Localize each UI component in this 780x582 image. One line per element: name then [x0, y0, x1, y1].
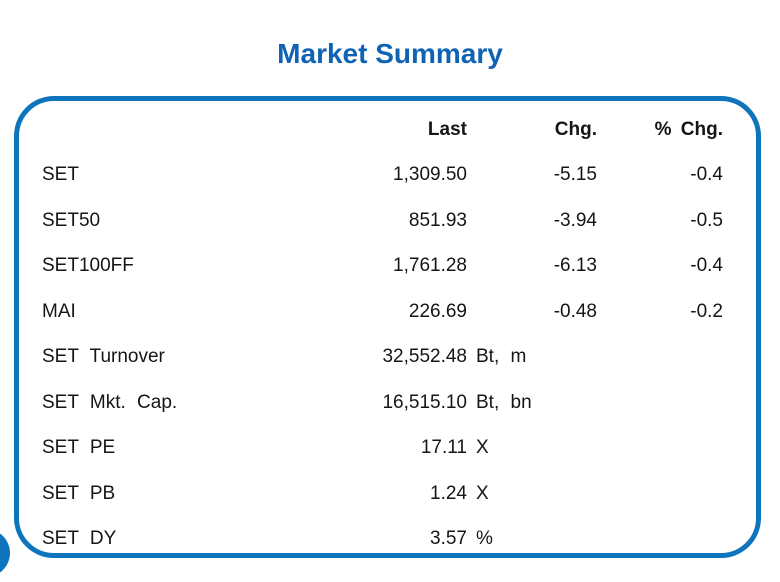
last-value: 17.11 X [420, 437, 489, 459]
table-row-set-mkt-cap: SET Mkt. Cap. 16,515.10 Bt, bn [42, 380, 723, 426]
table-row-set-pe: SET PE 17.11 X [42, 426, 723, 472]
unit-label: % [476, 528, 493, 550]
last-value: 1,309.50 [393, 164, 467, 186]
row-label: SET Turnover [42, 346, 165, 368]
table-row-set: SET 1,309.50 -5.15 -0.4 [42, 153, 723, 199]
page-title: Market Summary [277, 38, 503, 69]
row-label: SET PE [42, 437, 116, 459]
pct-chg-value: -0.5 [690, 209, 723, 231]
row-label: SET100FF [42, 255, 134, 277]
row-label: MAI [42, 300, 76, 322]
unit-label: X [476, 482, 489, 504]
row-label: SET [42, 164, 79, 186]
chg-value: -0.48 [553, 300, 597, 322]
row-label: SET50 [42, 209, 101, 231]
chg-value: -5.15 [553, 164, 597, 186]
table-header-row: Last Chg. % Chg. [42, 107, 723, 153]
last-value: 851.93 [408, 209, 467, 231]
last-value: 16,515.10 Bt, bn [382, 391, 532, 413]
pct-chg-value: -0.4 [690, 255, 723, 277]
table-row-set-dy: SET DY 3.57% [42, 517, 723, 554]
table-row-set-pb: SET PB 1.24 X [42, 471, 723, 517]
table-row-set-turnover: SET Turnover 32,552.48 Bt, m [42, 335, 723, 381]
row-label: SET Mkt. Cap. [42, 391, 178, 413]
last-value: 1,761.28 [393, 255, 467, 277]
pct-chg-value: -0.4 [690, 164, 723, 186]
unit-label: Bt, m [476, 346, 527, 368]
pct-chg-value: -0.2 [690, 300, 723, 322]
chg-value: -6.13 [553, 255, 597, 277]
table-row-set50: SET50 851.93 -3.94 -0.5 [42, 198, 723, 244]
unit-label: Bt, bn [476, 391, 532, 413]
decorative-circle [0, 529, 10, 577]
header-chg: Chg. [554, 118, 597, 140]
last-value: 3.57% [430, 528, 493, 550]
last-value: 226.69 [408, 300, 467, 322]
header-last: Last [427, 118, 467, 140]
header-pct-chg: % Chg. [654, 118, 723, 140]
last-value: 32,552.48 Bt, m [382, 346, 527, 368]
table-row-set100ff: SET100FF 1,761.28 -6.13 -0.4 [42, 244, 723, 290]
last-value: 1.24 X [430, 482, 489, 504]
chg-value: -3.94 [553, 209, 597, 231]
table-row-mai: MAI 226.69 -0.48 -0.2 [42, 289, 723, 335]
row-label: SET DY [42, 528, 117, 550]
row-label: SET PB [42, 482, 116, 504]
market-summary-card: Last Chg. % Chg. SET 1,309.50 -5.15 -0.4… [14, 96, 761, 558]
unit-label: X [476, 437, 489, 459]
